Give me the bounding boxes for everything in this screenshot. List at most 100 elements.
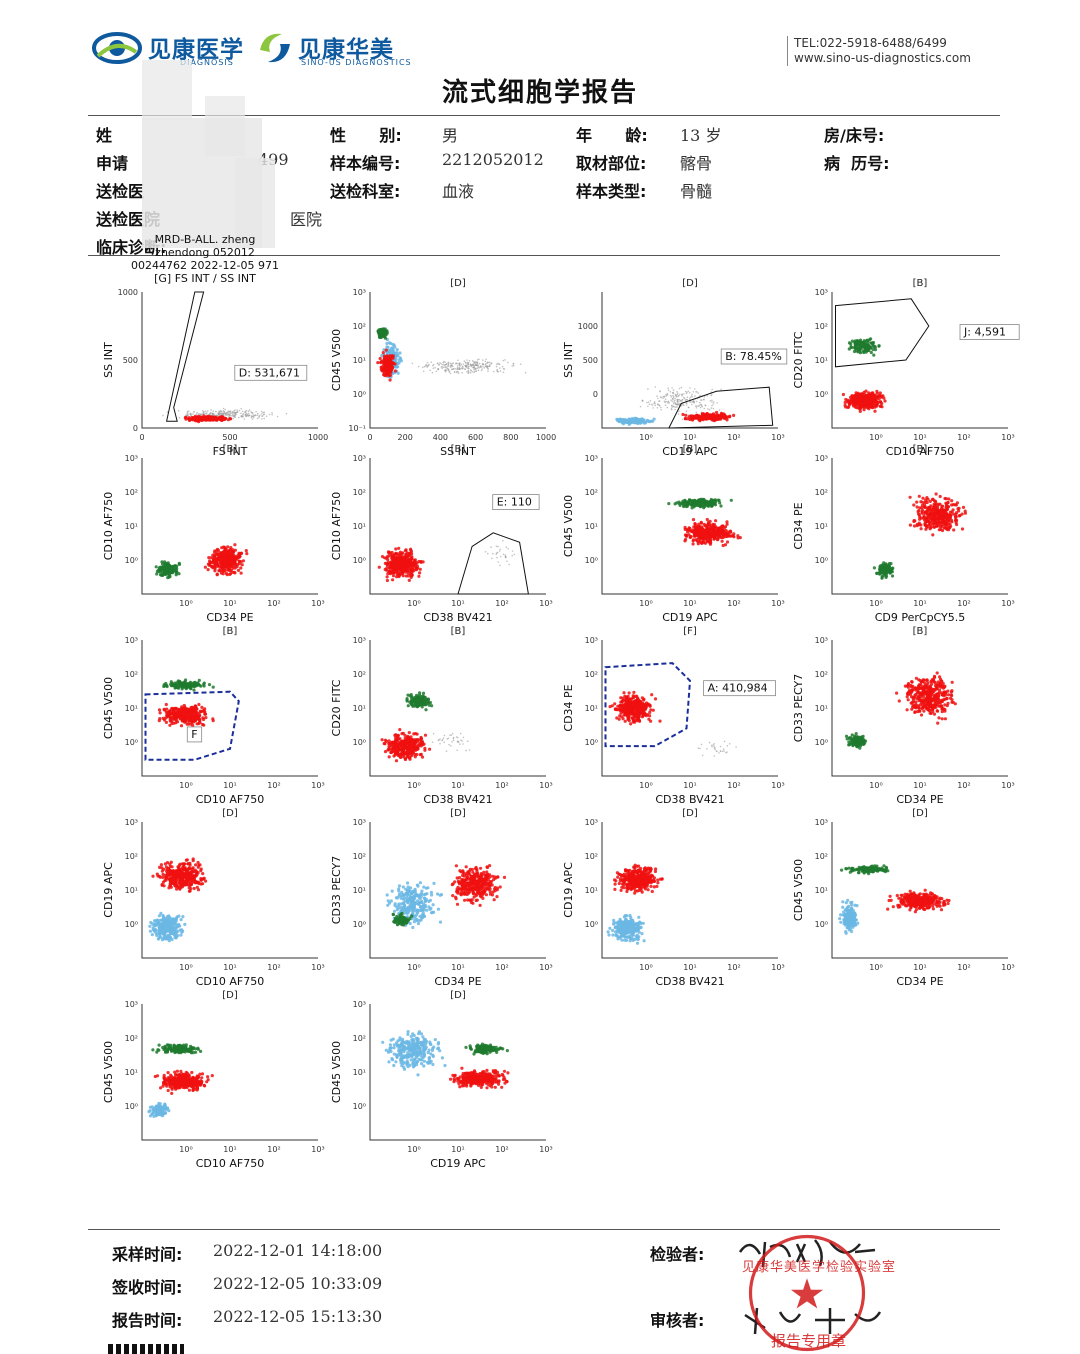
event-dot <box>455 371 458 374</box>
x-tick-label: 10² <box>957 433 970 442</box>
event-dot <box>420 697 424 701</box>
event-dot <box>442 366 445 369</box>
x-tick-label: 10¹ <box>683 599 696 608</box>
event-dot <box>379 360 383 364</box>
event-dot <box>385 366 389 370</box>
event-dot <box>213 567 217 571</box>
event-dot <box>681 398 684 401</box>
event-dot <box>471 366 474 369</box>
x-tick-label: 10² <box>727 599 740 608</box>
event-dot <box>667 400 670 403</box>
event-dot <box>718 409 721 411</box>
event-dot <box>192 411 195 413</box>
x-tick-label: 0 <box>139 433 144 442</box>
event-dot <box>858 342 862 346</box>
event-dot <box>163 560 167 564</box>
event-dot <box>394 759 399 763</box>
event-dot <box>460 367 463 370</box>
apply-label: 申请 <box>96 154 129 173</box>
event-dot <box>155 569 159 573</box>
event-dot <box>207 416 211 421</box>
event-dot <box>426 366 429 368</box>
event-dot <box>952 528 956 532</box>
event-dot <box>420 694 424 699</box>
event-dot <box>160 560 164 564</box>
event-dot <box>223 563 227 567</box>
event-dot <box>960 512 964 516</box>
y-tick-label: 1000 <box>118 288 138 297</box>
event-dot <box>475 370 478 372</box>
event-dot <box>216 552 220 556</box>
event-dot <box>184 716 189 720</box>
event-dot <box>391 559 395 563</box>
gate-label-box <box>959 324 1020 340</box>
event-dot <box>714 417 718 421</box>
event-dot <box>496 370 499 373</box>
event-dot <box>689 535 693 539</box>
event-dot <box>192 681 196 685</box>
event-dot <box>686 530 690 534</box>
event-dot <box>227 410 230 412</box>
event-dot <box>391 574 396 578</box>
event-dot <box>707 528 711 532</box>
event-dot <box>187 414 189 416</box>
event-dot <box>257 412 259 415</box>
event-dot <box>938 525 943 529</box>
event-dot <box>457 365 459 367</box>
x-axis-label: CD38 BV421 <box>423 611 492 624</box>
event-dot <box>880 568 885 572</box>
event-dot <box>923 505 927 510</box>
event-dot <box>664 404 667 406</box>
event-dot <box>943 526 947 530</box>
event-dot <box>946 500 950 505</box>
event-dot <box>401 574 405 578</box>
event-dot <box>410 555 414 559</box>
y-tick-label: 10³ <box>815 454 828 463</box>
x-tick-label: 10⁰ <box>179 781 192 790</box>
event-dot <box>449 362 452 365</box>
gate-label-box <box>720 348 788 365</box>
event-dot <box>477 364 479 367</box>
event-dot <box>411 362 414 365</box>
event-dot <box>399 357 403 361</box>
event-dot <box>233 548 237 552</box>
x-tick-label: 10³ <box>1001 599 1014 608</box>
event-dot <box>383 358 387 362</box>
x-tick-label: 200 <box>398 433 413 442</box>
event-dot <box>700 531 705 535</box>
event-dot <box>705 523 709 527</box>
event-dot <box>229 572 233 576</box>
event-dot <box>948 516 952 520</box>
event-dot <box>841 392 845 397</box>
event-dot <box>164 568 168 572</box>
event-dot <box>177 572 181 576</box>
event-dot <box>710 504 714 508</box>
event-dot <box>384 556 388 560</box>
event-dot <box>717 533 721 537</box>
y-axis-label: CD10 AF750 <box>330 492 343 561</box>
event-dot <box>849 400 853 404</box>
event-dot <box>665 393 667 396</box>
event-dot <box>671 387 673 389</box>
event-dot <box>239 571 243 575</box>
event-dot <box>457 372 460 374</box>
event-dot <box>422 366 424 369</box>
event-dot <box>165 715 169 719</box>
event-dot <box>386 373 390 377</box>
event-dot <box>420 705 424 709</box>
event-dot <box>683 539 687 543</box>
event-dot <box>443 364 445 366</box>
event-dot <box>193 719 197 723</box>
event-dot <box>197 702 201 707</box>
event-dot <box>869 345 873 349</box>
event-dot <box>883 399 887 403</box>
event-dot <box>192 418 197 422</box>
event-dot <box>203 712 207 716</box>
event-dot <box>706 500 710 504</box>
event-dot <box>182 703 186 708</box>
event-dot <box>512 365 515 367</box>
event-dot <box>693 500 697 504</box>
event-dot <box>405 699 409 703</box>
event-dot <box>487 552 489 555</box>
event-dot <box>173 717 177 721</box>
